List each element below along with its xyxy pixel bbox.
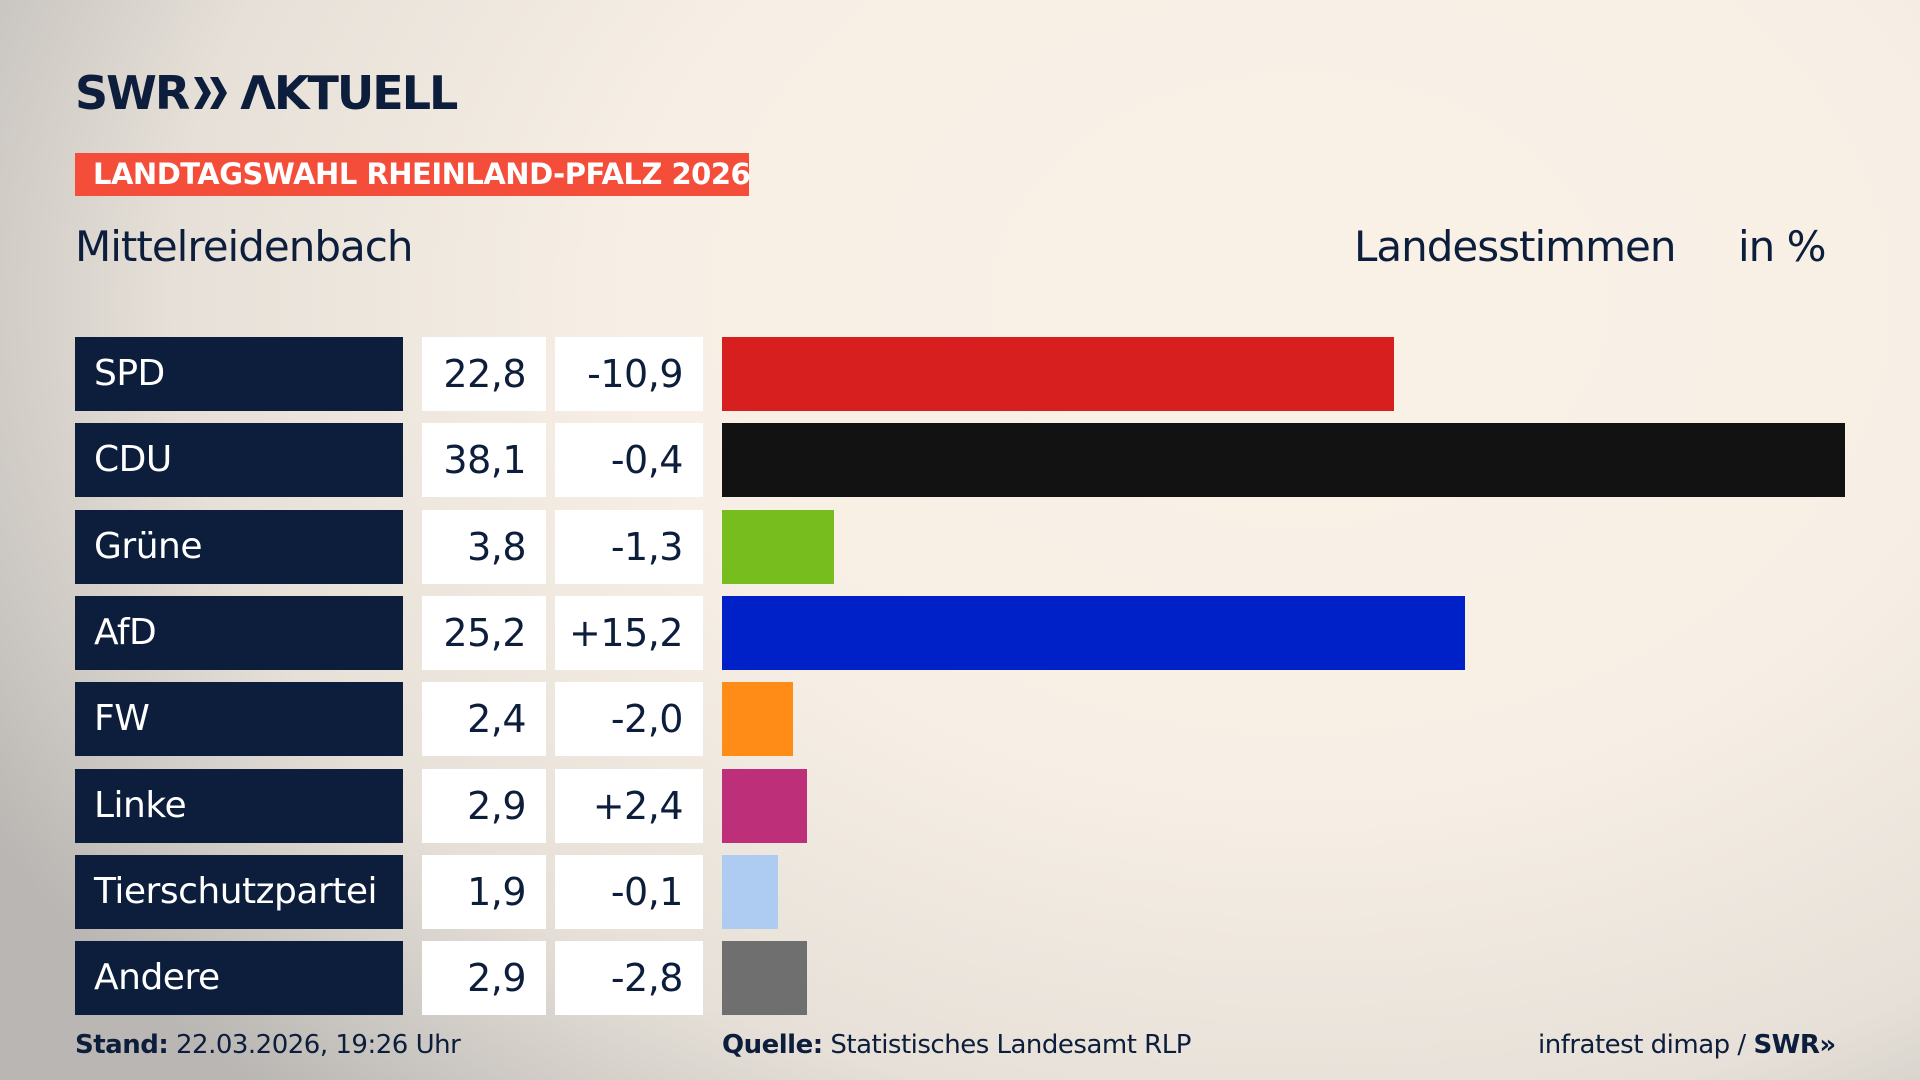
value-label: 25,2 [422,595,546,670]
party-label: Grüne [75,509,403,584]
value-label: 2,9 [422,768,546,843]
value-label: 2,4 [422,682,546,757]
party-label: Andere [75,941,403,1016]
bar [722,854,778,929]
bar [722,941,808,1016]
bar [722,768,808,843]
party-label: CDU [75,423,403,498]
bar [722,423,1845,498]
party-label: Linke [75,768,403,843]
chevrons-icon: » [1819,1030,1836,1060]
party-label: Tierschutzpartei [75,854,403,929]
party-label: SPD [75,337,403,411]
election-banner: LANDTAGSWAHL RHEINLAND-PFALZ 2026 [75,153,751,196]
source: Quelle: Statistisches Landesamt RLP [722,1030,1191,1060]
diff-label: +15,2 [555,595,703,670]
chevrons-icon [194,77,228,109]
swr-aktuell-logo: SWR ΛKTUELL [75,66,458,120]
diff-label: -0,1 [555,854,703,929]
diff-label: -10,9 [555,337,703,411]
bar [722,337,1395,411]
party-label: AfD [75,595,403,670]
diff-label: +2,4 [555,768,703,843]
source-value: Statistisches Landesamt RLP [822,1030,1191,1060]
value-label: 22,8 [422,337,546,411]
bar [722,595,1465,670]
location-title: Mittelreidenbach [75,222,413,271]
timestamp: Stand: 22.03.2026, 19:26 Uhr [75,1030,461,1060]
source-label: Quelle: [722,1030,823,1060]
bar [722,682,793,757]
unit-label: in % [1738,222,1827,271]
credit: infratest dimap / SWR» [1538,1030,1836,1060]
diff-label: -1,3 [555,509,703,584]
party-label: FW [75,682,403,757]
swr-brand: SWR [1753,1030,1820,1060]
stand-label: Stand: [75,1030,169,1060]
measure-label: Landesstimmen [1354,222,1676,271]
credit-text: infratest dimap / [1538,1030,1754,1060]
value-label: 38,1 [422,423,546,498]
stand-value: 22.03.2026, 19:26 Uhr [168,1030,461,1060]
diff-label: -2,8 [555,941,703,1016]
bar [722,509,834,584]
diff-label: -2,0 [555,682,703,757]
value-label: 2,9 [422,941,546,1016]
diff-label: -0,4 [555,423,703,498]
value-label: 3,8 [422,509,546,584]
value-label: 1,9 [422,854,546,929]
